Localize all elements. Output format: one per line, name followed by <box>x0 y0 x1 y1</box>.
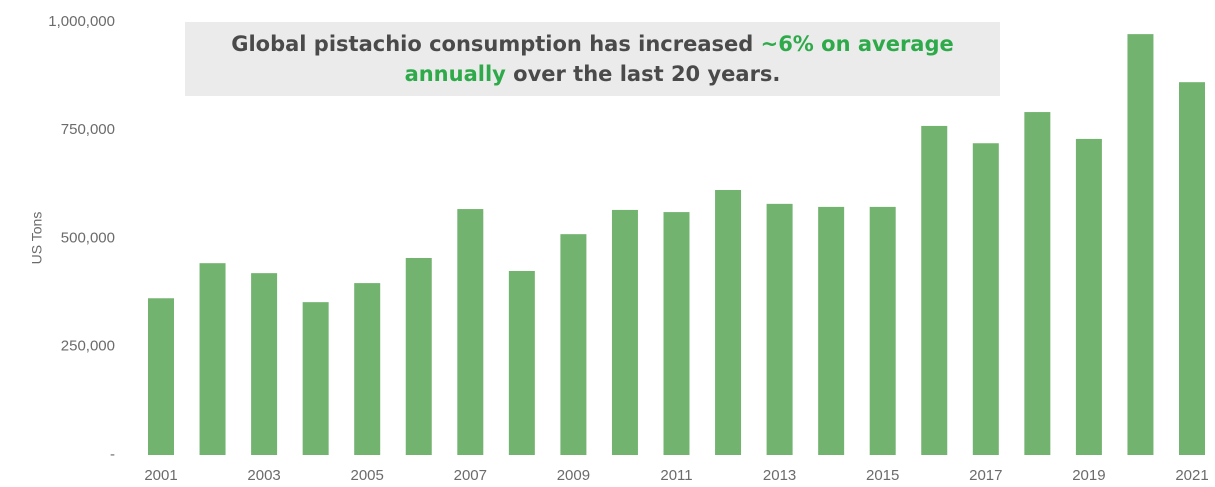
annotation: Global pistachio consumption has increas… <box>185 22 1000 96</box>
x-tick-label: 2011 <box>660 467 692 484</box>
x-tick-label: 2005 <box>351 467 384 484</box>
x-tick-label: 2015 <box>866 467 899 484</box>
x-tick-label: 2003 <box>247 467 280 484</box>
bar <box>457 209 484 455</box>
bar <box>251 273 278 455</box>
bar <box>1127 34 1154 456</box>
x-tick-label: 2017 <box>969 467 1002 484</box>
x-tick-label: 2009 <box>557 467 590 484</box>
x-tick-label: 2007 <box>454 467 487 484</box>
y-tick-label: 500,000 <box>61 229 115 246</box>
x-tick-label: 2019 <box>1072 467 1105 484</box>
y-axis-label: US Tons <box>29 212 45 265</box>
x-tick-label: 2001 <box>144 467 177 484</box>
annotation-highlight: ~6% on average annually <box>404 32 954 86</box>
bar <box>663 212 690 455</box>
bar <box>405 257 432 455</box>
x-tick-label: 2021 <box>1175 467 1208 484</box>
annotation-text: Global pistachio consumption has increas… <box>231 32 761 56</box>
bar <box>611 209 638 455</box>
bar <box>302 302 329 455</box>
bar <box>508 270 535 455</box>
y-tick-label: - <box>110 446 115 463</box>
bar <box>766 203 793 455</box>
bar <box>148 298 174 455</box>
bar <box>1075 138 1102 455</box>
bar <box>715 190 742 455</box>
bar <box>199 263 226 455</box>
annotation-text: over the last 20 years. <box>505 62 781 86</box>
y-tick-label: 750,000 <box>61 121 115 138</box>
y-tick-label: 250,000 <box>61 338 115 355</box>
bar <box>560 234 587 455</box>
bar <box>1179 82 1205 455</box>
x-tick-label: 2013 <box>763 467 796 484</box>
bar <box>921 125 948 456</box>
bar <box>869 206 896 455</box>
bar <box>818 206 845 455</box>
bar <box>1024 112 1051 456</box>
bar <box>354 283 381 455</box>
y-tick-label: 1,000,000 <box>48 13 115 30</box>
bar <box>972 143 999 456</box>
